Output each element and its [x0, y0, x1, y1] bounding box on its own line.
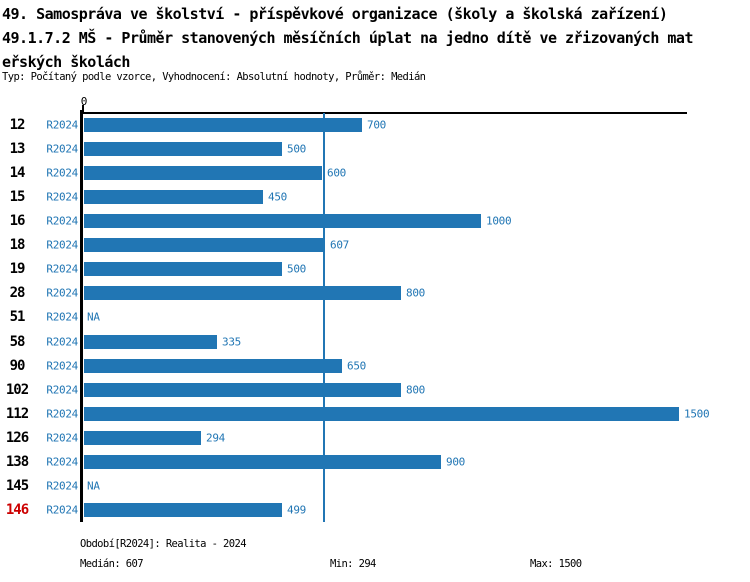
value-bar — [84, 262, 282, 277]
row-series-label: R2024 — [46, 214, 78, 228]
value-label: 600 — [327, 166, 346, 180]
value-bar — [84, 454, 441, 469]
row-series-label: R2024 — [46, 310, 78, 324]
value-bar — [84, 190, 263, 205]
row-category-label: 16 — [9, 213, 26, 230]
value-label: 450 — [268, 190, 287, 204]
row-category-label: 90 — [9, 357, 26, 374]
value-bar — [84, 406, 679, 421]
chart-row: 51 R2024 NA — [0, 305, 750, 329]
row-category-label: 51 — [9, 309, 26, 326]
value-label: 335 — [222, 335, 241, 349]
x-axis-tick — [82, 105, 84, 112]
chart-row: 58 R2024 335 — [0, 330, 750, 354]
footer-median: Medián: 607 — [80, 558, 144, 570]
value-label: 800 — [406, 383, 425, 397]
x-axis-line — [80, 112, 687, 114]
row-category-label: 18 — [9, 237, 26, 254]
chart-title-line-1: 49. Samospráva ve školství - příspěvkové… — [2, 5, 668, 23]
row-category-label: 126 — [5, 429, 29, 446]
value-bar — [84, 286, 401, 301]
value-label: 499 — [287, 503, 306, 517]
chart-row: 12 R2024 700 — [0, 113, 750, 137]
row-series-label: R2024 — [46, 407, 78, 421]
chart-row: 146 R2024 499 — [0, 498, 750, 522]
row-series-label: R2024 — [46, 142, 78, 156]
value-label: 500 — [287, 262, 306, 276]
value-label: 700 — [367, 118, 386, 132]
row-category-label: 102 — [5, 381, 29, 398]
chart-row: 112 R2024 1500 — [0, 402, 750, 426]
value-label: 650 — [347, 359, 366, 373]
chart-row: 102 R2024 800 — [0, 378, 750, 402]
row-series-label: R2024 — [46, 479, 78, 493]
na-label: NA — [87, 479, 100, 493]
chart-row: 18 R2024 607 — [0, 233, 750, 257]
value-label: 607 — [330, 238, 349, 252]
footer-period: Období[R2024]: Realita - 2024 — [80, 538, 247, 550]
chart-row: 15 R2024 450 — [0, 185, 750, 209]
row-series-label: R2024 — [46, 335, 78, 349]
x-axis-zero-tick-label: 0 — [80, 95, 88, 108]
value-bar — [84, 358, 342, 373]
chart-row: 126 R2024 294 — [0, 426, 750, 450]
chart-row: 28 R2024 800 — [0, 281, 750, 305]
row-category-label: 12 — [9, 117, 26, 134]
chart-row: 19 R2024 500 — [0, 257, 750, 281]
value-bar — [84, 502, 282, 517]
value-bar — [84, 166, 322, 181]
row-category-label: 14 — [9, 165, 26, 182]
chart-row: 145 R2024 NA — [0, 474, 750, 498]
chart-row: 16 R2024 1000 — [0, 209, 750, 233]
value-label: 900 — [446, 455, 465, 469]
value-label: 800 — [406, 286, 425, 300]
chart-title-line-3: eřských školách — [2, 53, 130, 71]
value-bar — [84, 430, 201, 445]
value-bar — [84, 214, 481, 229]
row-series-label: R2024 — [46, 503, 78, 517]
value-label: 500 — [287, 142, 306, 156]
chart-subtitle: Typ: Počítaný podle vzorce, Vyhodnocení:… — [2, 71, 426, 83]
value-bar — [84, 142, 282, 157]
row-category-label: 15 — [9, 189, 26, 206]
row-category-label: 28 — [9, 285, 26, 302]
row-category-label: 145 — [5, 477, 29, 494]
row-series-label: R2024 — [46, 166, 78, 180]
row-series-label: R2024 — [46, 455, 78, 469]
row-series-label: R2024 — [46, 190, 78, 204]
footer-min: Min: 294 — [330, 558, 376, 570]
value-bar — [84, 238, 325, 253]
na-label: NA — [87, 310, 100, 324]
row-series-label: R2024 — [46, 118, 78, 132]
value-bar — [84, 382, 401, 397]
row-series-label: R2024 — [46, 262, 78, 276]
row-category-label: 146 — [5, 501, 29, 518]
chart-row: 13 R2024 500 — [0, 137, 750, 161]
row-series-label: R2024 — [46, 238, 78, 252]
value-bar — [84, 334, 217, 349]
value-label: 294 — [206, 431, 225, 445]
median-reference-line — [322, 113, 325, 522]
chart-row: 138 R2024 900 — [0, 450, 750, 474]
row-category-label: 112 — [5, 405, 29, 422]
value-label: 1000 — [486, 214, 512, 228]
row-series-label: R2024 — [46, 359, 78, 373]
row-series-label: R2024 — [46, 431, 78, 445]
row-category-label: 19 — [9, 261, 26, 278]
row-category-label: 58 — [9, 333, 26, 350]
row-series-label: R2024 — [46, 286, 78, 300]
value-label: 1500 — [684, 407, 710, 421]
footer-max: Max: 1500 — [530, 558, 582, 570]
y-axis-line — [80, 110, 83, 522]
row-category-label: 138 — [5, 453, 29, 470]
value-bar — [84, 118, 362, 133]
chart-title-line-2: 49.1.7.2 MŠ - Průměr stanovených měsíční… — [2, 29, 694, 47]
chart-row: 14 R2024 600 — [0, 161, 750, 185]
row-category-label: 13 — [9, 141, 26, 158]
chart-row: 90 R2024 650 — [0, 354, 750, 378]
row-series-label: R2024 — [46, 383, 78, 397]
